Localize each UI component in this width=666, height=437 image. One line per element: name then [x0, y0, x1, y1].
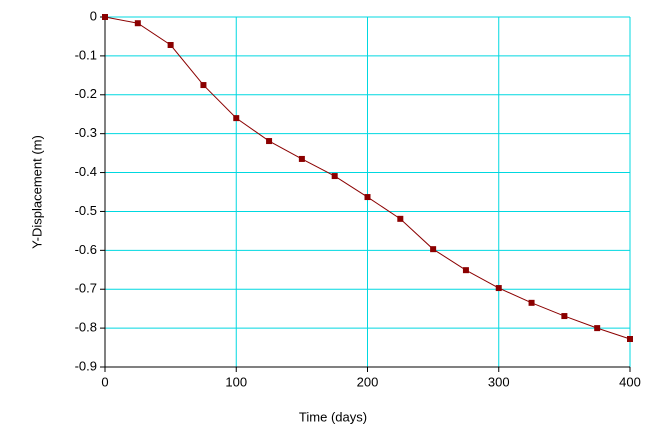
data-point — [462, 267, 469, 274]
data-point — [298, 155, 305, 162]
x-tick-label: 200 — [357, 374, 379, 389]
y-tick-label: -0.2 — [75, 86, 97, 101]
x-tick-label: 300 — [488, 374, 510, 389]
data-point — [167, 42, 174, 48]
y-tick-label: -0.8 — [75, 320, 97, 335]
x-tick-label: 400 — [619, 374, 641, 389]
data-point — [233, 115, 240, 122]
y-axis-label: Y-Displacement (m) — [29, 135, 44, 249]
x-tick-label: 100 — [225, 374, 247, 389]
data-point — [364, 194, 371, 201]
x-axis-label: Time (days) — [299, 409, 367, 424]
y-tick-label: -0.5 — [75, 203, 97, 218]
data-point — [495, 285, 502, 292]
data-point — [627, 336, 633, 342]
data-point — [266, 138, 273, 145]
y-tick-label: 0 — [90, 8, 97, 23]
x-tick-label: 0 — [101, 374, 108, 389]
y-tick-label: -0.9 — [75, 358, 97, 373]
data-point — [102, 14, 108, 20]
y-tick-label: -0.7 — [75, 281, 97, 296]
data-point — [430, 246, 437, 253]
data-point — [397, 215, 404, 222]
data-point — [594, 325, 601, 332]
y-tick-label: -0.3 — [75, 125, 97, 140]
data-point — [331, 173, 338, 180]
y-tick-label: -0.6 — [75, 242, 97, 257]
y-tick-label: -0.4 — [75, 164, 97, 179]
data-point — [200, 82, 207, 89]
data-point — [134, 20, 141, 27]
data-point — [528, 299, 535, 306]
y-tick-label: -0.1 — [75, 47, 97, 62]
data-point — [561, 313, 568, 320]
